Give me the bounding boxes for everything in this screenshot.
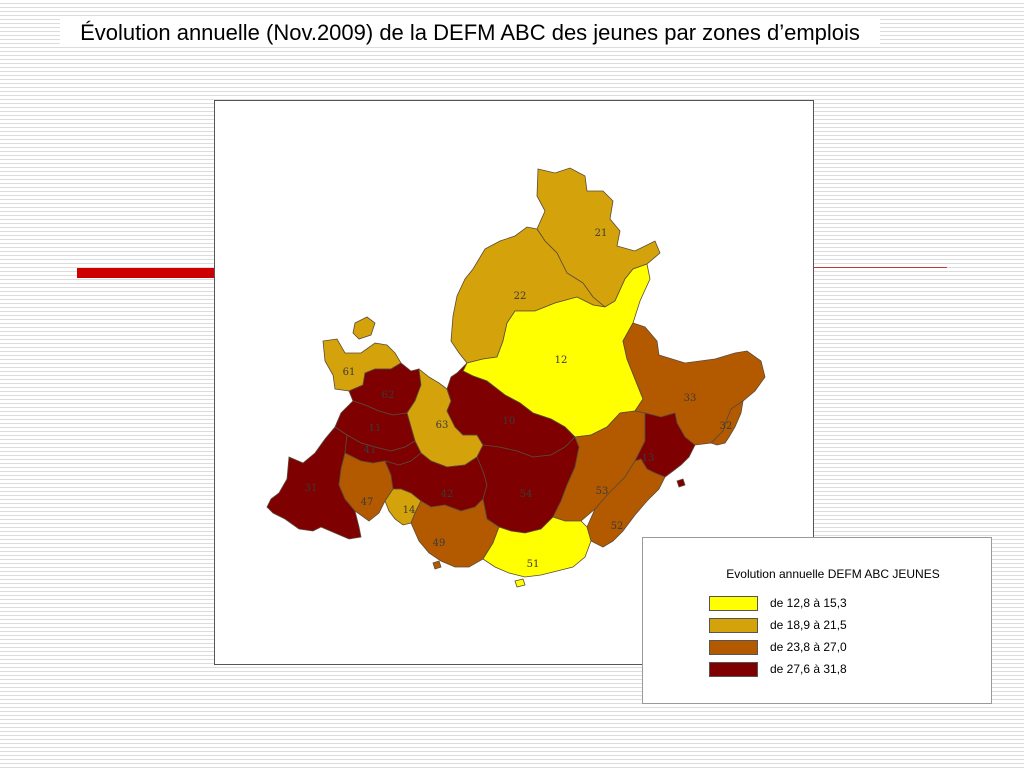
zone-label-47: 47 xyxy=(361,497,374,508)
legend-title: Evolution annuelle DEFM ABC JEUNES xyxy=(726,567,940,581)
zone-label-12: 12 xyxy=(555,355,568,366)
zone-label-42: 42 xyxy=(441,489,454,500)
zone-label-62: 62 xyxy=(382,390,395,401)
zone-13[interactable] xyxy=(634,410,696,478)
zone-islet-a xyxy=(432,560,442,570)
zone-islet-b xyxy=(514,578,526,588)
zone-label-22: 22 xyxy=(514,291,527,302)
zone-label-53: 53 xyxy=(596,486,609,497)
zone-label-14: 14 xyxy=(403,505,416,516)
legend-swatch-2 xyxy=(709,618,758,633)
zone-labels: 21 22 12 33 32 61 62 63 10 11 31 41 47 42 54 53 52 49 51 13… xyxy=(305,228,733,570)
zone-51[interactable] xyxy=(482,516,592,578)
zone-label-49: 49 xyxy=(433,538,446,549)
legend: Evolution annuelle DEFM ABC JEUNES de 12… xyxy=(642,537,992,704)
zone-label-54: 54 xyxy=(520,489,533,500)
decorative-red-line xyxy=(812,267,947,268)
map-title: Évolution annuelle (Nov.2009) de la DEFM… xyxy=(60,18,880,47)
legend-label-3: de 23,8 à 27,0 xyxy=(770,640,847,654)
zone-label-51: 51 xyxy=(527,559,540,570)
zone-52[interactable] xyxy=(586,458,666,548)
zone-31[interactable] xyxy=(266,426,362,540)
zone-label-63: 63 xyxy=(436,420,449,431)
zone-islet-c xyxy=(676,478,686,488)
zone-label-31: 31 xyxy=(305,483,318,494)
legend-label-2: de 18,9 à 21,5 xyxy=(770,618,847,632)
zone-label-13: 13 xyxy=(642,453,655,464)
map-canvas: 21 22 12 33 32 61 62 63 10 11 31 41 47 42 54 53 52 49 51 13… xyxy=(266,167,766,588)
legend-swatch-3 xyxy=(709,640,758,655)
zone-61-islet xyxy=(352,316,376,340)
legend-label-1: de 12,8 à 15,3 xyxy=(770,596,847,610)
zone-label-52: 52 xyxy=(611,521,624,532)
zone-label-21: 21 xyxy=(595,228,608,239)
legend-swatch-1 xyxy=(709,596,758,611)
decorative-red-bar xyxy=(77,268,217,278)
zone-label-11: 11 xyxy=(369,423,382,434)
zone-label-61: 61 xyxy=(343,367,356,378)
zone-47[interactable] xyxy=(338,452,394,522)
zone-label-10: 10 xyxy=(503,416,516,427)
map-frame: 21 22 12 33 32 61 62 63 10 11 31 41 47 42 54 53 52 49 51 13… xyxy=(214,100,814,665)
zone-32[interactable] xyxy=(710,400,744,446)
zone-label-32: 32 xyxy=(720,421,733,432)
zone-label-41: 41 xyxy=(364,445,377,456)
legend-label-4: de 27,6 à 31,8 xyxy=(770,662,847,676)
zone-label-33: 33 xyxy=(684,393,697,404)
legend-swatch-4 xyxy=(709,662,758,677)
